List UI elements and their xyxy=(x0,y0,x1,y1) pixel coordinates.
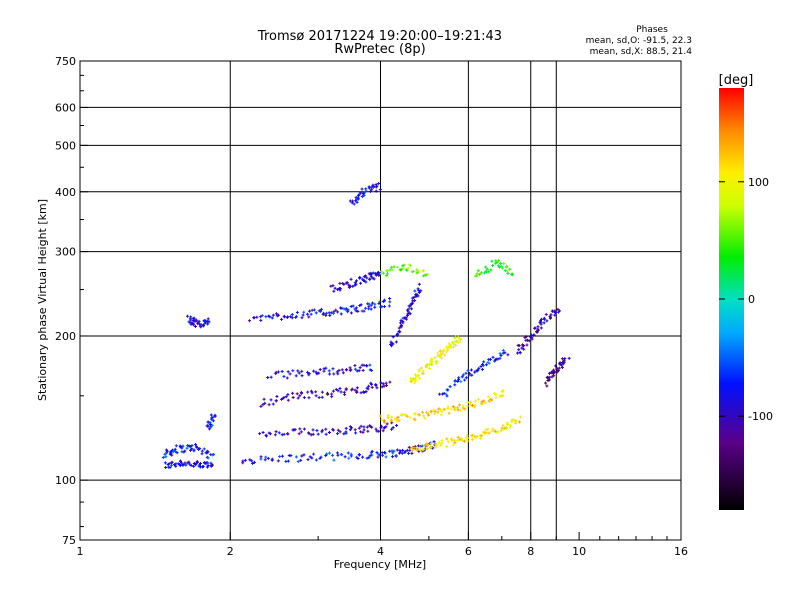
chart-title: Tromsø 20171224 19:20:00–19:21:43 xyxy=(257,29,502,44)
stats-heading: Phases xyxy=(636,25,668,35)
x-tick-label: 16 xyxy=(674,545,688,558)
x-tick-label: 4 xyxy=(377,545,384,558)
colorbar-label: [deg] xyxy=(719,73,754,88)
y-axis-label: Stationary phase Virtual Height [km] xyxy=(36,199,49,401)
y-tick-label: 500 xyxy=(55,139,76,152)
colorbar-tick-label: -100 xyxy=(748,410,773,423)
x-axis-label: Frequency [MHz] xyxy=(334,558,426,571)
x-tick-label: 10 xyxy=(572,545,586,558)
y-tick-label: 400 xyxy=(55,186,76,199)
grid-lines xyxy=(80,61,681,540)
x-tick-label: 8 xyxy=(527,545,534,558)
x-tick-label: 6 xyxy=(465,545,472,558)
colorbar-ticks: 100 0 -100 xyxy=(719,176,773,423)
y-tick-label: 600 xyxy=(55,101,76,114)
x-tick-label: 1 xyxy=(77,545,84,558)
colorbar-tick-label: 0 xyxy=(748,293,755,306)
x-tick-label: 2 xyxy=(227,545,234,558)
axis-ticks: 1 2 4 6 8 10 16 75 100 200 300 400 500 600 750 xyxy=(55,55,688,558)
data-points xyxy=(161,181,571,470)
y-tick-label: 300 xyxy=(55,246,76,259)
colorbar-tick-label: 100 xyxy=(748,176,769,189)
y-tick-label: 75 xyxy=(62,534,76,547)
stats-line-o: mean, sd,O: -91.5, 22.3 xyxy=(586,36,692,46)
stats-line-x: mean, sd,X: 88.5, 21.4 xyxy=(590,47,693,57)
y-tick-label: 200 xyxy=(55,330,76,343)
y-tick-label: 100 xyxy=(55,474,76,487)
chart-subtitle: RwPretec (8p) xyxy=(334,42,425,57)
y-tick-label: 750 xyxy=(55,55,76,68)
